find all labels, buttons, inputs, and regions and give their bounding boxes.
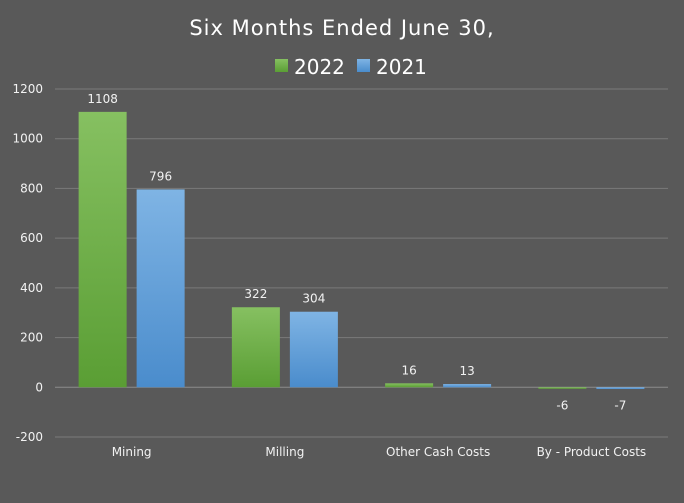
x-category-label: Mining bbox=[112, 445, 152, 459]
data-label: 304 bbox=[302, 292, 325, 306]
data-label: 13 bbox=[459, 364, 474, 378]
bar-2022-milling bbox=[231, 307, 280, 388]
bar-2022-other-cash-costs bbox=[385, 383, 434, 388]
bar-2021-milling bbox=[289, 311, 338, 388]
data-label: 1108 bbox=[87, 92, 118, 106]
legend-swatch-2021 bbox=[357, 59, 370, 72]
y-tick-label: 1200 bbox=[12, 82, 43, 96]
bar-2021-by-product-costs bbox=[596, 387, 645, 390]
legend-label-2021: 2021 bbox=[376, 55, 427, 79]
x-category-label: Other Cash Costs bbox=[386, 445, 490, 459]
x-axis-category-labels: Mining Milling Other Cash Costs By - Produc… bbox=[112, 445, 646, 459]
bars bbox=[78, 111, 645, 390]
y-tick-label: 600 bbox=[20, 231, 43, 245]
data-label: 796 bbox=[149, 169, 172, 183]
legend-swatch-2022 bbox=[275, 59, 288, 72]
chart-title: Six Months Ended June 30, bbox=[189, 16, 494, 40]
legend-label-2022: 2022 bbox=[294, 55, 345, 79]
y-tick-label: 1000 bbox=[12, 132, 43, 146]
bar-2021-mining bbox=[136, 189, 185, 388]
data-label: -7 bbox=[614, 398, 626, 412]
data-label: 16 bbox=[401, 363, 416, 377]
data-label: -6 bbox=[556, 398, 568, 412]
legend: 2022 2021 bbox=[275, 55, 427, 79]
y-tick-label: 200 bbox=[20, 331, 43, 345]
bar-2021-other-cash-costs bbox=[443, 384, 492, 388]
x-category-label: By - Product Costs bbox=[537, 445, 647, 459]
y-axis-tick-labels: -200 0 200 400 600 800 1000 1200 bbox=[12, 82, 43, 444]
y-tick-label: 0 bbox=[35, 380, 43, 394]
data-label: 322 bbox=[244, 287, 267, 301]
y-tick-label: 400 bbox=[20, 281, 43, 295]
data-labels: 1108 796 322 304 16 13 -6 -7 bbox=[87, 92, 626, 412]
bar-2022-mining bbox=[78, 111, 127, 388]
y-tick-label: -200 bbox=[16, 430, 43, 444]
y-tick-label: 800 bbox=[20, 181, 43, 195]
x-category-label: Milling bbox=[265, 445, 304, 459]
bar-2022-by-product-costs bbox=[538, 387, 587, 389]
